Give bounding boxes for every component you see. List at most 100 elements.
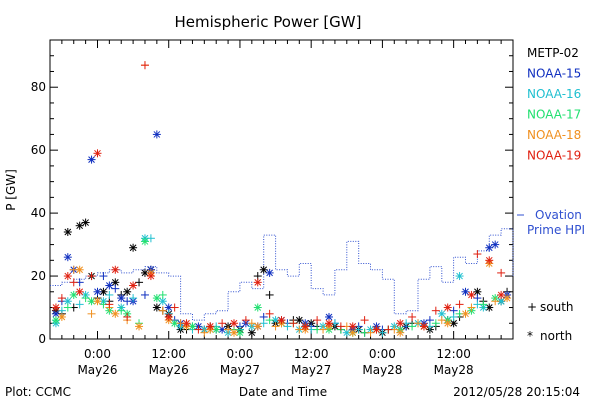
south-marker <box>313 316 322 325</box>
north-marker <box>152 294 161 303</box>
north-marker <box>140 237 149 246</box>
legend-entry: NOAA-17 <box>527 108 581 122</box>
x-tick-date: May26 <box>77 363 117 377</box>
north-marker <box>230 328 239 337</box>
south-marker <box>140 290 149 299</box>
data-markers <box>51 61 512 337</box>
north-marker <box>491 240 500 249</box>
north-marker <box>152 130 161 139</box>
x-tick-time: 12:00 <box>436 347 471 361</box>
south-marker <box>414 319 423 328</box>
north-marker <box>93 149 102 158</box>
north-marker <box>93 297 102 306</box>
north-marker <box>57 312 66 321</box>
south-marker <box>378 328 387 337</box>
south-marker <box>449 312 458 321</box>
north-marker <box>129 243 138 252</box>
north-marker <box>117 294 126 303</box>
south-marker <box>69 265 78 274</box>
x-tick-time: 12:00 <box>151 347 186 361</box>
south-marker <box>146 234 155 243</box>
y-tick-label: 60 <box>31 143 46 157</box>
south-marker <box>408 312 417 321</box>
x-tick-date: May28 <box>362 363 402 377</box>
south-marker <box>194 325 203 334</box>
north-marker <box>87 155 96 164</box>
south-marker <box>158 306 167 315</box>
south-marker <box>295 325 304 334</box>
ovation-prime-hpi-line <box>50 228 514 321</box>
south-marker <box>63 303 72 312</box>
north-marker <box>503 294 512 303</box>
x-tick-date: May28 <box>434 363 474 377</box>
marker-key-label: south <box>540 300 574 314</box>
south-marker <box>265 290 274 299</box>
north-marker <box>206 322 215 331</box>
x-tick-time: 0:00 <box>369 347 396 361</box>
south-marker <box>117 306 126 315</box>
south-marker <box>99 272 108 281</box>
ovation-legend-label-2: Prime HPI <box>527 223 585 237</box>
x-tick-date: May26 <box>149 363 189 377</box>
south-marker <box>135 278 144 287</box>
x-tick-date: May27 <box>291 363 331 377</box>
legend-entry: NOAA-15 <box>527 67 581 81</box>
north-marker <box>485 303 494 312</box>
north-marker <box>230 319 239 328</box>
south-marker <box>241 316 250 325</box>
south-marker <box>200 328 209 337</box>
south-marker <box>105 290 114 299</box>
north-marker <box>259 265 268 274</box>
north-marker <box>247 328 256 337</box>
south-marker <box>431 319 440 328</box>
south-marker <box>360 316 369 325</box>
north-marker <box>51 316 60 325</box>
marker-key: + south * north <box>527 300 574 343</box>
south-marker <box>497 268 506 277</box>
north-marker <box>324 319 333 328</box>
north-marker <box>123 287 132 296</box>
north-marker <box>75 287 84 296</box>
south-marker <box>437 316 446 325</box>
north-marker <box>164 312 173 321</box>
y-tick-label: 80 <box>31 80 46 94</box>
south-marker <box>129 294 138 303</box>
plot-credit: Plot: CCMC <box>5 385 71 399</box>
south-marker <box>283 322 292 331</box>
south-marker <box>265 309 274 318</box>
north-marker <box>461 309 470 318</box>
marker-key-label: north <box>540 329 572 343</box>
north-marker <box>63 227 72 236</box>
south-marker <box>87 309 96 318</box>
south-marker <box>69 278 78 287</box>
south-marker <box>354 325 363 334</box>
north-marker <box>265 268 274 277</box>
north-marker <box>253 322 262 331</box>
legend-entry: METP-02 <box>527 46 579 60</box>
chart-title: Hemispheric Power [GW] <box>175 13 362 31</box>
north-marker <box>135 322 144 331</box>
south-marker <box>247 319 256 328</box>
north-marker <box>63 272 72 281</box>
x-axis-label: Date and Time <box>239 385 327 399</box>
south-marker <box>479 300 488 309</box>
south-marker <box>467 303 476 312</box>
north-marker <box>93 287 102 296</box>
y-tick-label: 20 <box>31 269 46 283</box>
legend-entry: NOAA-16 <box>527 87 581 101</box>
south-marker <box>170 303 179 312</box>
north-marker <box>348 322 357 331</box>
north-marker <box>111 309 120 318</box>
north-marker <box>396 328 405 337</box>
north-marker <box>129 281 138 290</box>
north-marker <box>105 281 114 290</box>
north-marker <box>75 221 84 230</box>
north-marker <box>497 290 506 299</box>
north-marker <box>473 287 482 296</box>
north-marker <box>396 319 405 328</box>
north-marker <box>443 319 452 328</box>
north-marker <box>419 322 428 331</box>
north-marker <box>485 243 494 252</box>
south-marker <box>123 297 132 306</box>
